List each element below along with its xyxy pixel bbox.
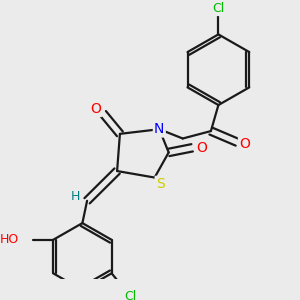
Text: H: H	[71, 190, 80, 202]
Text: O: O	[196, 141, 207, 155]
Text: S: S	[156, 177, 165, 191]
Text: N: N	[154, 122, 164, 136]
Text: Cl: Cl	[124, 290, 136, 300]
Text: O: O	[239, 137, 250, 151]
Text: HO: HO	[0, 233, 20, 246]
Text: Cl: Cl	[212, 2, 224, 15]
Text: O: O	[90, 102, 101, 116]
